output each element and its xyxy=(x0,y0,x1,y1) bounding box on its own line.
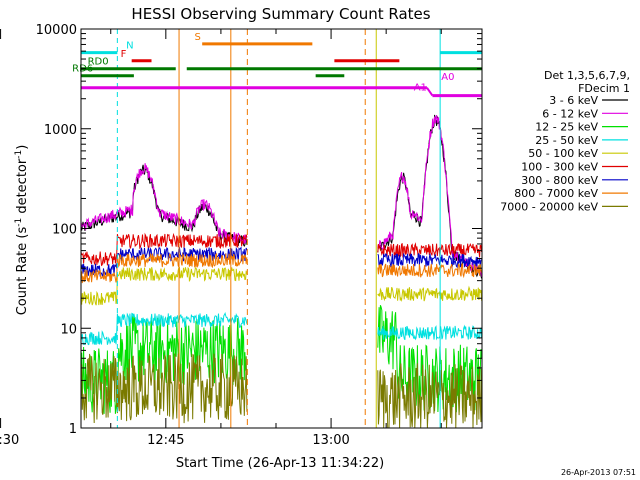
series-line-6 xyxy=(80,232,483,267)
flag-label-n: N xyxy=(126,41,133,52)
flag-label-a0: A0 xyxy=(441,72,454,83)
y-axis-label-sup-1: -1 xyxy=(14,218,24,227)
legend-header-line-2: FDecim 1 xyxy=(578,82,630,95)
legend-label-7: 300 - 800 keV xyxy=(521,174,598,187)
y-axis-label-end: ) xyxy=(15,145,30,150)
flag-bar-step xyxy=(426,87,434,97)
axes-layer: 11:4512:0012:1512:3012:4513:001101001000… xyxy=(0,23,482,448)
flag-label-rd6: RD6 xyxy=(72,64,93,75)
y-axis-label: Count Rate (s-1 detector-1) xyxy=(14,145,30,316)
x-tick-label-4: 12:30 xyxy=(0,433,19,448)
chart-title: HESSI Observing Summary Count Rates xyxy=(131,5,430,23)
y-tick-label-3: 100 xyxy=(52,223,77,238)
y-tick-label-4: 1000 xyxy=(44,123,77,138)
flag-label-a1: A1 xyxy=(414,83,427,94)
x-tick-label-6: 13:00 xyxy=(312,433,349,448)
series-line-7 xyxy=(80,246,482,278)
y-tick-label-2: 10 xyxy=(60,322,77,337)
y-tick-label-5: 10000 xyxy=(36,23,77,38)
y-axis-label-a: Count Rate (s xyxy=(15,227,30,316)
footer-timestamp: 26-Apr-2013 07:51 xyxy=(561,468,636,477)
flag-label-f: F xyxy=(121,49,127,60)
series-line-9 xyxy=(80,353,483,429)
legend-label-5: 50 - 100 keV xyxy=(528,147,598,160)
y-tick-label-1: 1 xyxy=(69,422,77,437)
flag-label-rd0: RD0 xyxy=(88,57,109,68)
legend-label-6: 100 - 300 keV xyxy=(521,161,598,174)
y-axis-label-b: detector xyxy=(15,158,30,218)
series-line-5 xyxy=(80,266,483,306)
legend-label-8: 800 - 7000 keV xyxy=(514,187,598,200)
legend-header-line-1: Det 1,3,5,6,7,9, xyxy=(544,69,630,82)
x-tick-label-5: 12:45 xyxy=(147,433,184,448)
legend-label-2: 6 - 12 keV xyxy=(542,107,598,120)
flag-label-s: S xyxy=(194,32,200,43)
y-axis-label-sup-2: -1 xyxy=(14,150,24,159)
series-line-8 xyxy=(80,252,483,284)
legend-label-3: 12 - 25 keV xyxy=(535,121,598,134)
x-axis-label: Start Time (26-Apr-13 11:34:22) xyxy=(176,456,384,471)
legend-label-4: 25 - 50 keV xyxy=(535,134,598,147)
legend-label-1: 3 - 6 keV xyxy=(549,94,598,107)
legend-label-9: 7000 - 20000 keV xyxy=(500,200,598,213)
series-line-4 xyxy=(80,312,483,346)
